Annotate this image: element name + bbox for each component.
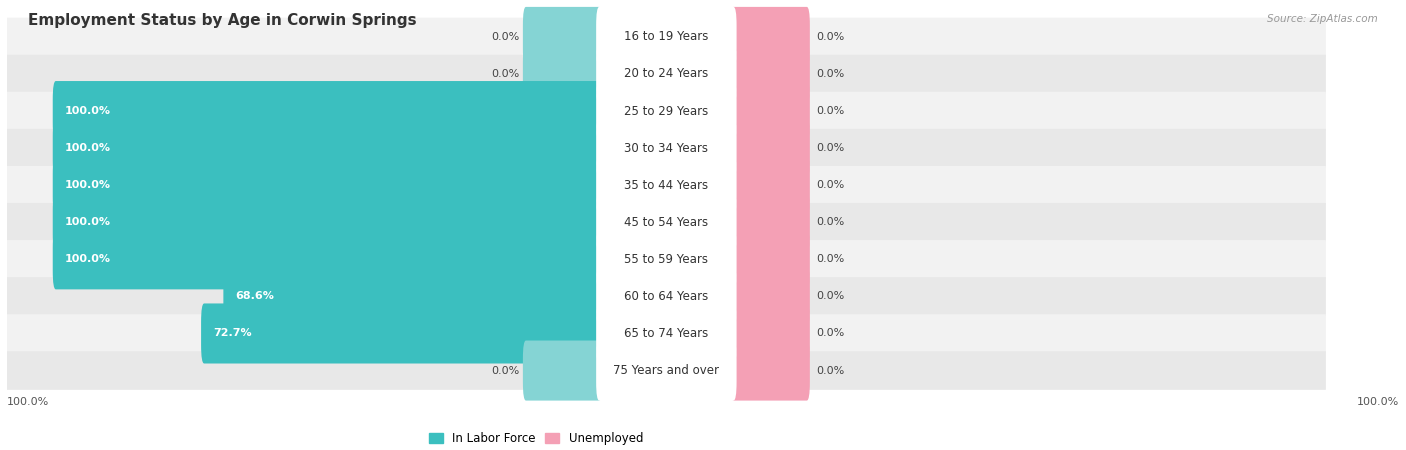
FancyBboxPatch shape xyxy=(596,155,737,215)
Text: 100.0%: 100.0% xyxy=(65,254,111,264)
Text: Employment Status by Age in Corwin Springs: Employment Status by Age in Corwin Sprin… xyxy=(28,14,416,28)
Text: 0.0%: 0.0% xyxy=(815,143,844,153)
FancyBboxPatch shape xyxy=(731,230,810,289)
FancyBboxPatch shape xyxy=(596,341,737,400)
Text: 0.0%: 0.0% xyxy=(492,365,520,376)
Text: 100.0%: 100.0% xyxy=(65,217,111,227)
FancyBboxPatch shape xyxy=(523,341,602,400)
FancyBboxPatch shape xyxy=(596,303,737,364)
Text: 35 to 44 Years: 35 to 44 Years xyxy=(624,179,709,192)
Text: 45 to 54 Years: 45 to 54 Years xyxy=(624,216,709,229)
Text: 0.0%: 0.0% xyxy=(815,328,844,338)
FancyBboxPatch shape xyxy=(596,81,737,141)
FancyBboxPatch shape xyxy=(731,266,810,326)
Text: 0.0%: 0.0% xyxy=(815,180,844,190)
FancyBboxPatch shape xyxy=(596,230,737,289)
Text: 0.0%: 0.0% xyxy=(815,365,844,376)
Text: 100.0%: 100.0% xyxy=(65,106,111,116)
Text: 75 Years and over: 75 Years and over xyxy=(613,364,720,377)
FancyBboxPatch shape xyxy=(7,203,1326,242)
Text: 30 to 34 Years: 30 to 34 Years xyxy=(624,142,709,155)
Text: 60 to 64 Years: 60 to 64 Years xyxy=(624,290,709,303)
FancyBboxPatch shape xyxy=(7,240,1326,279)
FancyBboxPatch shape xyxy=(53,192,602,252)
FancyBboxPatch shape xyxy=(523,7,602,67)
FancyBboxPatch shape xyxy=(53,118,602,178)
FancyBboxPatch shape xyxy=(53,81,602,141)
Text: 0.0%: 0.0% xyxy=(492,32,520,42)
FancyBboxPatch shape xyxy=(731,341,810,400)
FancyBboxPatch shape xyxy=(7,55,1326,93)
FancyBboxPatch shape xyxy=(596,118,737,178)
FancyBboxPatch shape xyxy=(7,166,1326,204)
Text: 65 to 74 Years: 65 to 74 Years xyxy=(624,327,709,340)
FancyBboxPatch shape xyxy=(7,277,1326,316)
Text: 0.0%: 0.0% xyxy=(815,32,844,42)
Text: 16 to 19 Years: 16 to 19 Years xyxy=(624,31,709,43)
Text: 0.0%: 0.0% xyxy=(815,292,844,302)
FancyBboxPatch shape xyxy=(731,118,810,178)
Text: 25 to 29 Years: 25 to 29 Years xyxy=(624,104,709,117)
Text: 0.0%: 0.0% xyxy=(815,217,844,227)
FancyBboxPatch shape xyxy=(7,92,1326,130)
FancyBboxPatch shape xyxy=(731,192,810,252)
Text: 0.0%: 0.0% xyxy=(815,69,844,79)
FancyBboxPatch shape xyxy=(731,303,810,364)
FancyBboxPatch shape xyxy=(7,18,1326,56)
Legend: In Labor Force, Unemployed: In Labor Force, Unemployed xyxy=(423,427,648,450)
FancyBboxPatch shape xyxy=(596,7,737,67)
FancyBboxPatch shape xyxy=(523,44,602,104)
FancyBboxPatch shape xyxy=(7,351,1326,390)
Text: 55 to 59 Years: 55 to 59 Years xyxy=(624,253,709,266)
FancyBboxPatch shape xyxy=(731,44,810,104)
Text: 100.0%: 100.0% xyxy=(7,397,49,407)
Text: 20 to 24 Years: 20 to 24 Years xyxy=(624,68,709,81)
FancyBboxPatch shape xyxy=(7,129,1326,167)
FancyBboxPatch shape xyxy=(596,44,737,104)
Text: 100.0%: 100.0% xyxy=(65,143,111,153)
FancyBboxPatch shape xyxy=(53,155,602,215)
FancyBboxPatch shape xyxy=(53,230,602,289)
FancyBboxPatch shape xyxy=(7,314,1326,353)
Text: 0.0%: 0.0% xyxy=(492,69,520,79)
Text: 100.0%: 100.0% xyxy=(65,180,111,190)
FancyBboxPatch shape xyxy=(224,266,602,326)
FancyBboxPatch shape xyxy=(731,7,810,67)
Text: 100.0%: 100.0% xyxy=(1357,397,1399,407)
FancyBboxPatch shape xyxy=(731,155,810,215)
Text: 0.0%: 0.0% xyxy=(815,254,844,264)
FancyBboxPatch shape xyxy=(201,303,602,364)
Text: 72.7%: 72.7% xyxy=(214,328,252,338)
Text: 68.6%: 68.6% xyxy=(236,292,274,302)
FancyBboxPatch shape xyxy=(596,266,737,326)
Text: Source: ZipAtlas.com: Source: ZipAtlas.com xyxy=(1267,14,1378,23)
FancyBboxPatch shape xyxy=(731,81,810,141)
Text: 0.0%: 0.0% xyxy=(815,106,844,116)
FancyBboxPatch shape xyxy=(596,192,737,252)
